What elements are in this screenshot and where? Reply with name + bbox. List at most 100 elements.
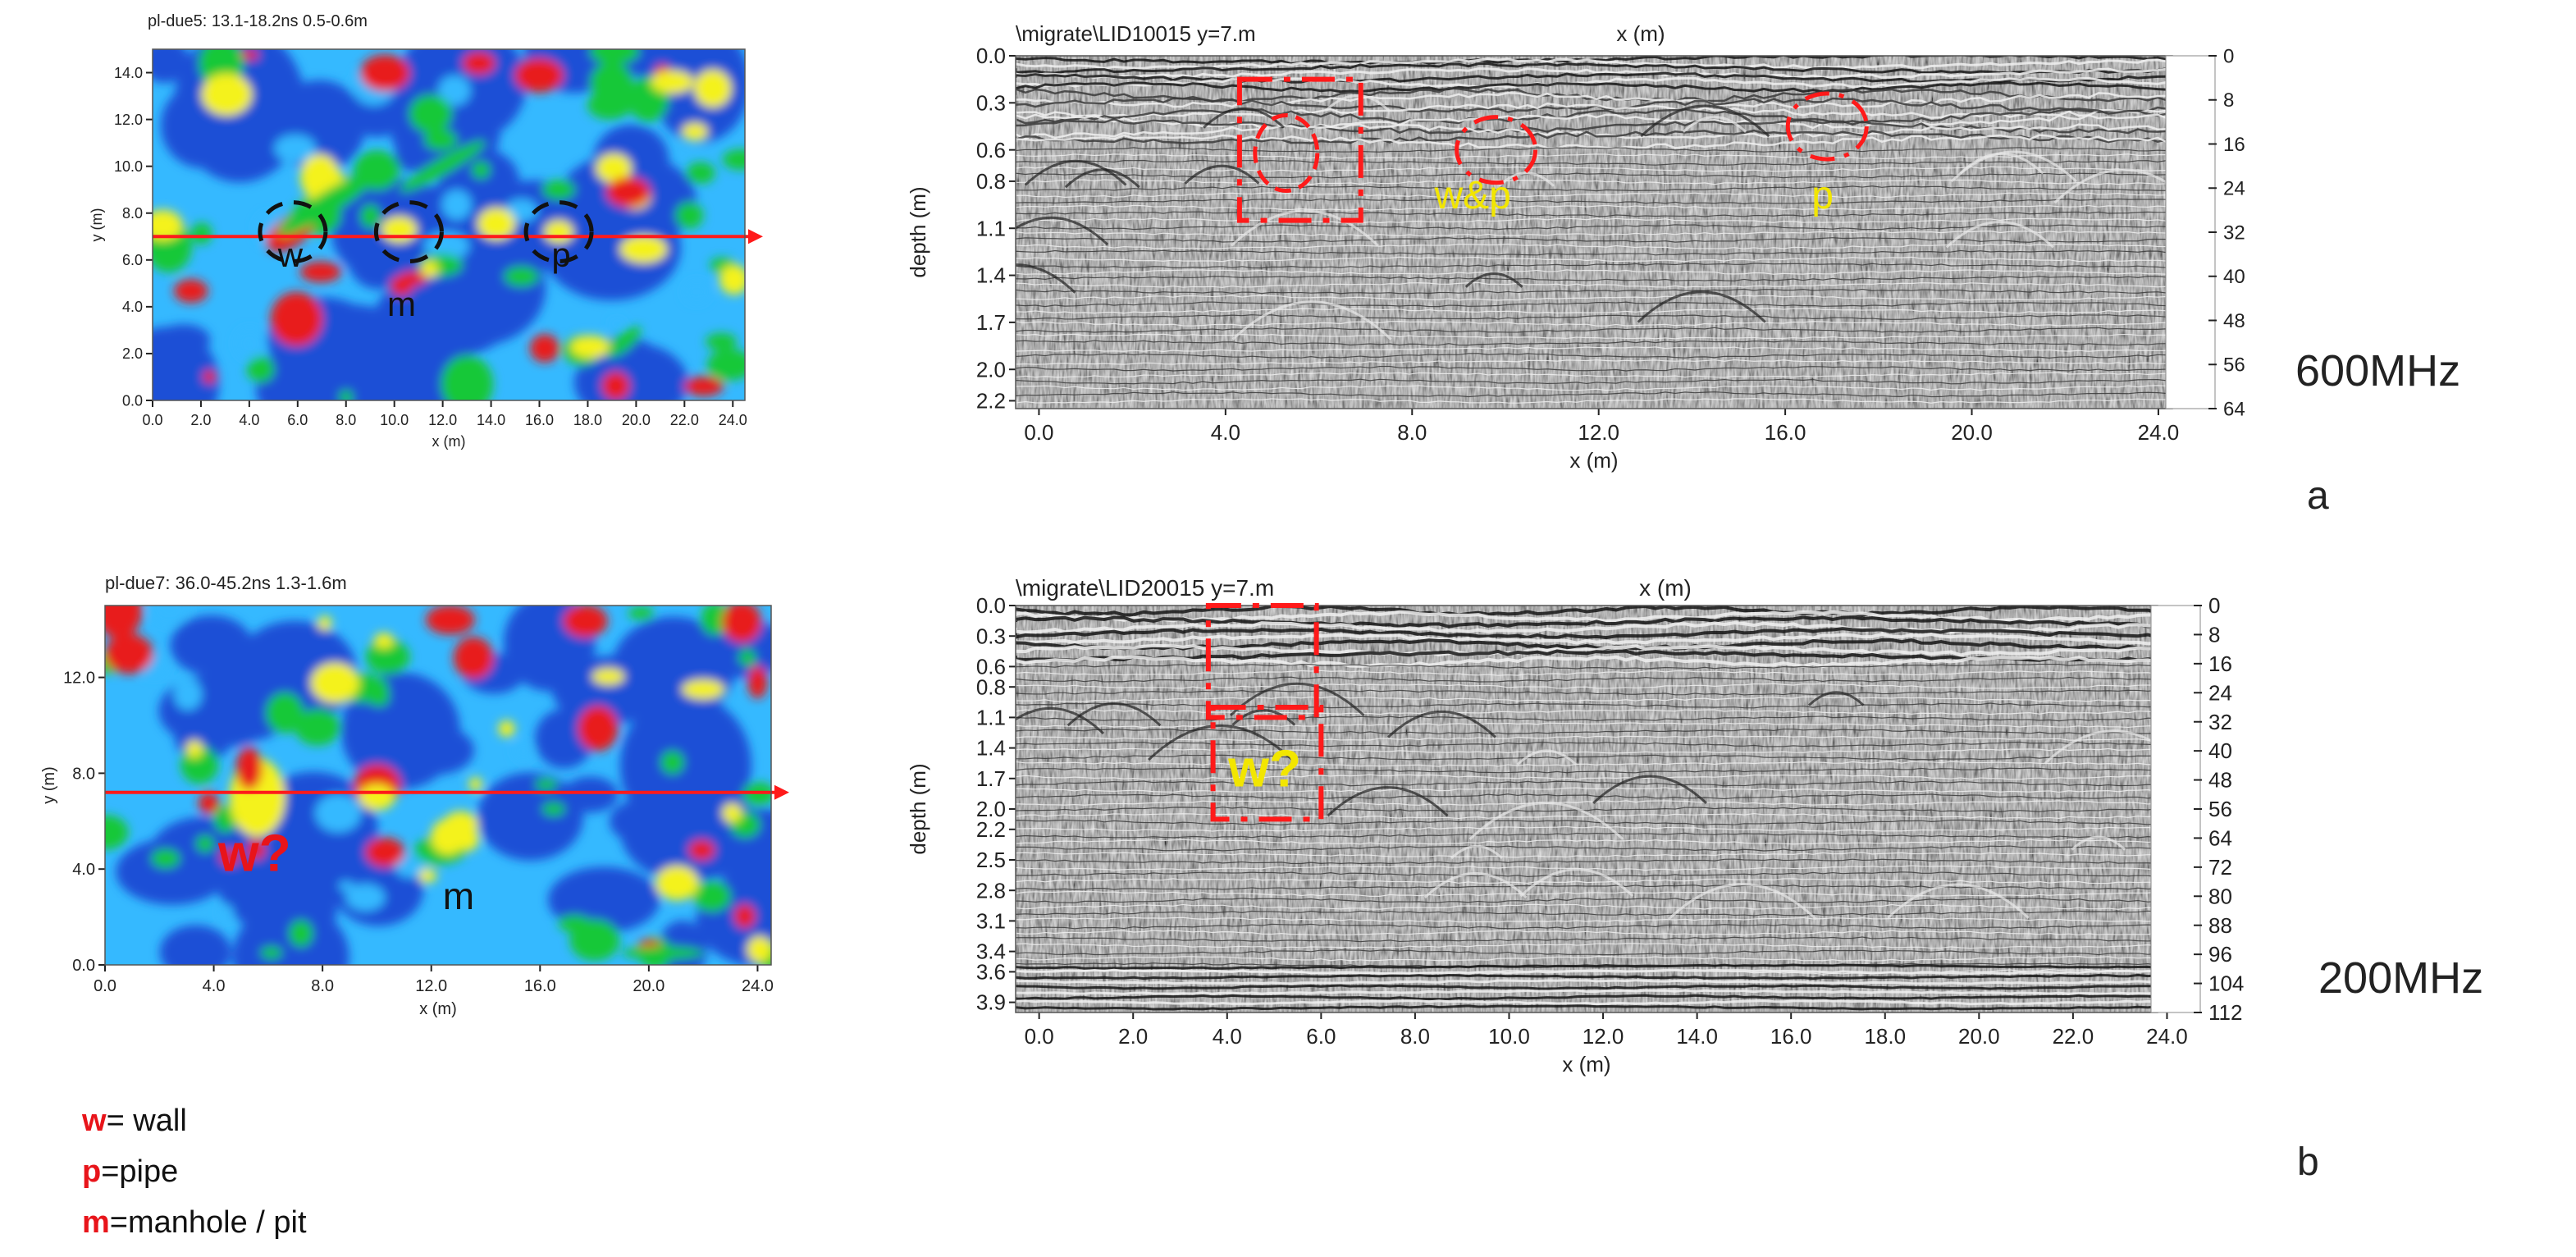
radar_a-reflection-2-14 [1016,237,2168,243]
map_a-xtick-label-4: 8.0 [336,412,356,428]
radar_a-reflection-2-12 [1016,224,2168,231]
radar_a-ytick-label-6: 1.7 [976,310,1006,335]
radar_b-reflection-1-38 [1016,910,2158,916]
map_b-xtick-label-4: 16.0 [524,977,556,995]
map_b-blob-34 [394,855,427,878]
radar_a-reflection-2-6 [1016,185,2168,192]
map_a-ytick-label-6: 12.0 [114,112,143,128]
map_b-xtick-label-1: 4.0 [203,977,226,995]
map_a-blob-86 [359,54,410,92]
map-a-annotation-w: w [277,235,304,274]
map_a-blob-34 [505,199,538,222]
radar_b-rtick-label-0: 0 [2208,593,2220,618]
radar_b-rtick-label-10: 80 [2208,884,2232,908]
map_b-profile-arrow [774,784,789,800]
radar_b-ytick-label-1: 0.3 [976,624,1006,648]
radar_b-ytick-label-7: 2.0 [976,797,1006,821]
radar_b-ytick-label-3: 0.8 [976,674,1006,699]
map_b-blob-95 [578,706,619,752]
radar_a-rtick-label-1: 8 [2223,89,2234,112]
radar_a-reflection-2-20 [1016,276,2168,281]
map_a-ytick-label-5: 10.0 [114,158,143,175]
map_b-feature-7 [220,848,240,866]
map_a-xlabel: x (m) [432,433,466,450]
map_a-blob-88 [529,334,560,363]
radar_b-reflection-1-7 [1016,709,2158,715]
radar_b-reflection-2-0 [1016,963,2158,970]
map_a-blob-71 [153,209,183,241]
map_a-blob-83 [682,122,708,141]
map_b-blob-41 [338,880,354,892]
radar_a-reflection-2-27 [1016,321,2168,327]
map_a-xtick-label-10: 20.0 [622,412,651,428]
map_a-blob-41 [683,281,710,304]
map_a-blob-40 [274,134,317,162]
radar_b-xtick-label-1: 2.0 [1118,1024,1148,1049]
radar_a-reflection-1-3 [1016,102,2168,119]
map_b-blobs [105,606,771,965]
radar_b-ytick-label-6: 1.7 [976,766,1006,791]
radar_a-reflection-2-36 [1016,378,2168,385]
map_b-blob-52 [295,708,340,746]
map_a-blob-55 [590,62,633,105]
radar_b-reflection-2-5 [1016,989,2158,995]
radar_b-arc-7 [1668,883,1817,921]
radar_b-reflection-1-23 [1016,812,2158,820]
legend-item-wall: w= wall [81,1104,187,1138]
map_b-blob-65 [535,779,558,791]
radar_a-reflection-1-8 [1016,129,2168,144]
radar_b-reflection-1-41 [1016,930,2158,936]
radar_b-reflection-1-35 [1016,890,2158,898]
map_b-blob-46 [738,649,756,666]
radar_b-reflection-1-12 [1016,741,2158,747]
map_a-blobs [153,49,745,400]
map_b-blob-58 [195,835,215,852]
radar_b-ytick-label-14: 3.9 [976,990,1006,1015]
radar_a-reflection-2-31 [1016,346,2168,353]
map_a-blob-32 [375,272,514,359]
legend-key-manhole: m [82,1205,110,1240]
map_a-blob-73 [619,235,668,263]
map_a-blob-18 [156,324,211,355]
radar_a-arc-6 [1064,168,1140,189]
radar_b-reflection-0-0 [1016,606,2158,618]
map_a-blob-57 [191,222,212,245]
radar_b-xtick-label-2: 4.0 [1213,1024,1242,1049]
map_b-blob-20 [477,772,584,861]
map_b-xtick-label-2: 8.0 [311,977,334,995]
map_a-ytick-label-4: 8.0 [122,205,143,222]
map_a-ytick-label-7: 14.0 [114,65,143,81]
map_b-xtick-label-5: 20.0 [633,977,665,995]
radar_b-arc-14 [1592,775,1707,804]
radar_b-radargram-field [1016,606,2158,1012]
map_b-blob-30 [170,615,253,676]
map_a-profile-arrow [748,229,763,245]
map_b-feature-2 [365,837,405,867]
legend-text-wall: = wall [107,1104,187,1138]
map_a-blob-52 [471,161,491,179]
radar_a-reflection-2-0 [1016,147,2168,153]
map_a-blob-69 [504,266,539,287]
map_b-blob-74 [418,868,437,883]
map_a-feature-6 [462,52,496,75]
map_a-blob-45 [706,349,745,381]
radar_b-reflection-1-16 [1016,767,2158,774]
radar_a-xlabel: x (m) [1569,448,1618,473]
map_b-blob-64 [213,806,237,833]
radar_a-reflection-2-1 [1016,153,2168,160]
radar_a-arc-13 [1325,94,1390,112]
map_b-frame [104,605,772,966]
radar_b-reflection-1-9 [1016,722,2158,729]
map_a-blob-80 [201,73,253,116]
radar_b-arc-10 [1229,683,1365,717]
radar_a-rtick-label-2: 16 [2223,134,2245,156]
radar_b-reflection-1-2 [1016,676,2158,683]
radar_b-reflection-1-0 [1016,663,2158,670]
map_a-blob-61 [339,390,354,400]
map_b-blob-40 [513,742,534,760]
radar_a-reflection-2-33 [1016,359,2168,365]
radar_a-xtick-label-4: 16.0 [1765,420,1806,445]
radar_b-reflection-1-27 [1016,839,2158,845]
radar-a-annotation-0: w&p [1433,174,1510,217]
frequency-label-b: 200MHz [2318,953,2483,1003]
